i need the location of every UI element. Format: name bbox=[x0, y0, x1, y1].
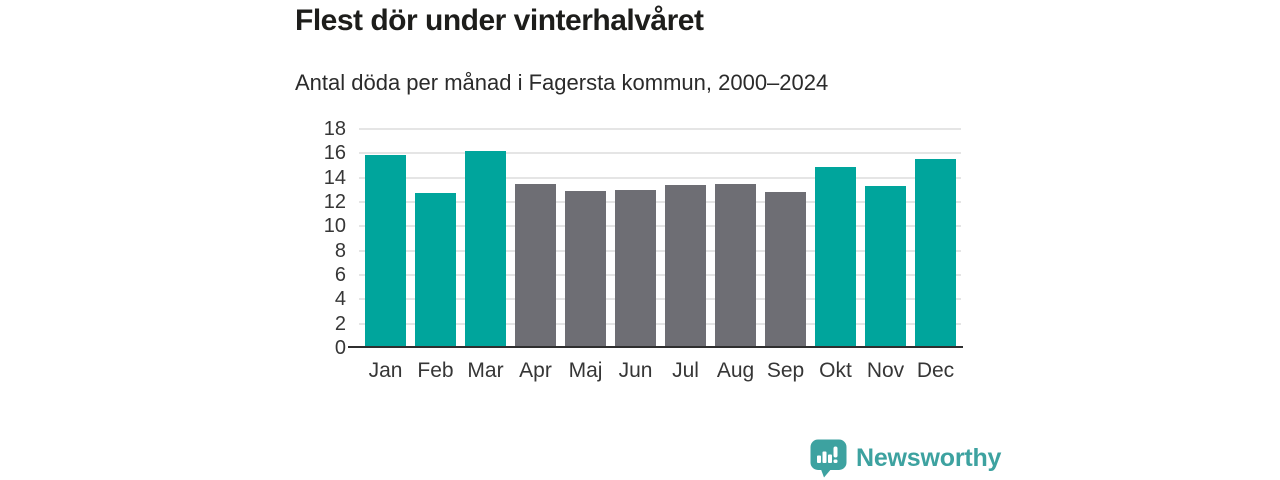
brand-name: Newsworthy bbox=[856, 444, 1002, 472]
x-tick-label-sep: Sep bbox=[766, 359, 805, 382]
x-tick-label-feb: Feb bbox=[417, 359, 454, 382]
bar-jan bbox=[365, 154, 406, 348]
x-tick-label-nov: Nov bbox=[866, 359, 905, 382]
x-tick-label-dec: Dec bbox=[916, 359, 955, 382]
y-tick-label-4: 4 bbox=[334, 288, 346, 311]
y-tick-label-14: 14 bbox=[323, 166, 346, 189]
bar-apr bbox=[515, 183, 556, 348]
x-tick-label-aug: Aug bbox=[716, 359, 755, 382]
gridline-2 bbox=[359, 322, 961, 325]
gridline-14 bbox=[359, 176, 961, 179]
gridline-10 bbox=[359, 225, 961, 228]
x-tick-label-jan: Jan bbox=[368, 359, 403, 382]
gridline-18 bbox=[359, 128, 961, 130]
x-tick-label-jul: Jul bbox=[672, 359, 699, 382]
bar-jul bbox=[665, 184, 706, 348]
y-tick-label-10: 10 bbox=[323, 215, 346, 238]
y-axis: 0 2 4 6 8 10 12 14 16 18 bbox=[290, 119, 346, 358]
gridline-12 bbox=[359, 201, 961, 204]
gridline-16 bbox=[359, 152, 961, 155]
bar-mar bbox=[465, 150, 506, 348]
x-tick-label-maj: Maj bbox=[568, 359, 603, 382]
chart-title: Flest dör under vinterhalvåret bbox=[295, 4, 704, 37]
bar-nov bbox=[865, 186, 906, 348]
y-tick-label-2: 2 bbox=[334, 312, 346, 335]
x-tick-label-apr: Apr bbox=[519, 359, 552, 382]
plot-area bbox=[359, 128, 961, 348]
newsworthy-logo-icon bbox=[810, 439, 847, 478]
gridline-4 bbox=[359, 298, 961, 301]
x-tick-label-okt: Okt bbox=[819, 359, 852, 382]
bar-maj bbox=[565, 191, 606, 348]
bar-aug bbox=[715, 183, 756, 348]
brand-footer: Newsworthy bbox=[810, 439, 1001, 478]
bar-jun bbox=[615, 189, 656, 348]
x-tick-label-mar: Mar bbox=[467, 359, 504, 382]
x-tick-label-jun: Jun bbox=[618, 359, 653, 382]
x-axis-line bbox=[348, 346, 963, 348]
bar-sep bbox=[765, 192, 806, 348]
y-tick-label-8: 8 bbox=[334, 239, 346, 262]
bar-feb bbox=[415, 193, 456, 348]
y-tick-label-12: 12 bbox=[323, 191, 346, 214]
y-tick-label-16: 16 bbox=[323, 142, 346, 165]
y-tick-label-18: 18 bbox=[323, 118, 346, 140]
y-tick-label-0: 0 bbox=[334, 337, 346, 359]
gridline-8 bbox=[359, 249, 961, 252]
x-axis: Jan Feb Mar Apr Maj Jun Jul Aug Sep Okt Nov Dec bbox=[359, 359, 961, 389]
y-tick-label-6: 6 bbox=[334, 264, 346, 287]
bar-okt bbox=[815, 166, 856, 348]
chart-subtitle: Antal döda per månad i Fagersta kommun, … bbox=[295, 70, 829, 95]
gridline-6 bbox=[359, 274, 961, 277]
bar-dec bbox=[915, 159, 956, 348]
